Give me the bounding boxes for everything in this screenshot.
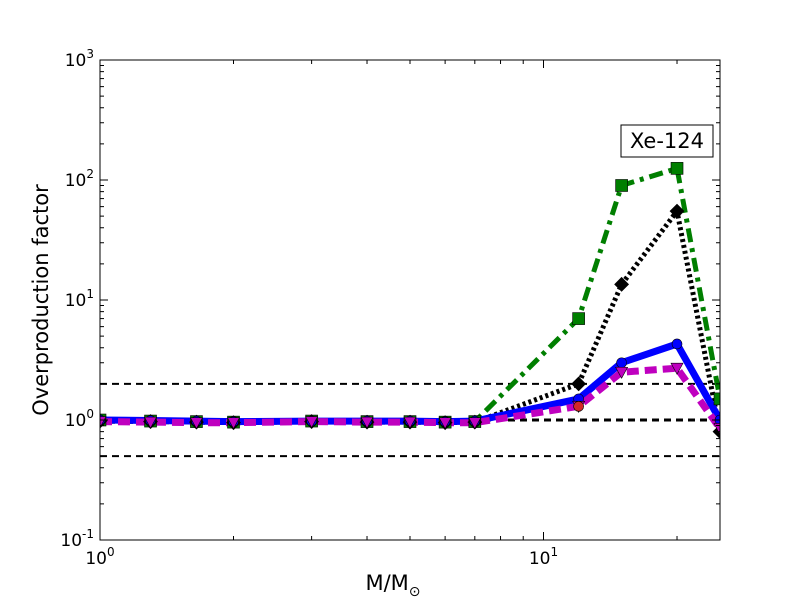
x-axis-label-main: M/M: [365, 571, 408, 595]
annotation-frame: [620, 124, 714, 158]
x-tick-label: 100: [85, 545, 114, 569]
y-tick-label-base: 10: [65, 411, 87, 431]
data-point-triangle: [144, 416, 158, 429]
data-point-circle: [616, 357, 627, 369]
y-tick-label-exp: 2: [86, 167, 94, 181]
data-point-square: [572, 312, 585, 325]
y-tick-label-exp: 1: [86, 287, 94, 301]
x-axis-label: M/M⊙: [365, 571, 420, 600]
data-point-triangle: [438, 417, 452, 430]
data-point-triangle: [615, 366, 629, 379]
y-tick-label-base: 10: [65, 51, 87, 71]
y-tick-label-base: 10: [65, 291, 87, 311]
reference-lines: [100, 382, 720, 458]
data-point-square: [670, 162, 684, 175]
data-point-diamond: [669, 203, 685, 219]
y-tick-label: 101: [65, 287, 94, 311]
y-tick-label-exp: 0: [86, 407, 94, 421]
y-tick-label: 102: [65, 167, 94, 191]
y-axis-label: Overproduction factor: [29, 184, 53, 416]
data-point-diamond: [571, 376, 587, 392]
data-point-triangle: [189, 417, 203, 430]
x-tick-label-base: 10: [85, 549, 107, 569]
data-point-triangle: [403, 416, 417, 429]
data-point-circle: [671, 338, 683, 350]
y-tick-label: 10-1: [60, 527, 94, 551]
data-point-circle: [573, 401, 584, 412]
x-tick-label-exp: 1: [551, 545, 559, 559]
data-point-triangle: [305, 416, 319, 429]
x-tick-label-exp: 0: [107, 545, 115, 559]
data-point-square: [713, 392, 720, 406]
data-point-triangle: [670, 362, 684, 375]
y-tick-label: 103: [65, 47, 94, 71]
data-point-triangle: [360, 416, 374, 429]
y-tick-label-base: 10: [60, 531, 82, 551]
y-tick-label-exp: -1: [82, 527, 94, 541]
data-point-triangle: [100, 416, 107, 429]
data-point-diamond: [614, 276, 630, 292]
annotation-label: Xe-124: [630, 129, 704, 153]
y-tick-label-base: 10: [65, 171, 87, 191]
marker-layer: [100, 162, 720, 440]
y-tick-label-exp: 3: [86, 47, 94, 61]
data-point-triangle: [468, 417, 482, 430]
data-point-square: [615, 179, 628, 192]
x-tick-label-base: 10: [529, 549, 551, 569]
annotation-box: Xe-124: [620, 124, 714, 158]
y-tick-label: 100: [65, 407, 94, 431]
x-axis-label-sub: ⊙: [409, 584, 421, 600]
data-point-triangle: [227, 417, 241, 430]
x-tick-label: 101: [529, 545, 558, 569]
